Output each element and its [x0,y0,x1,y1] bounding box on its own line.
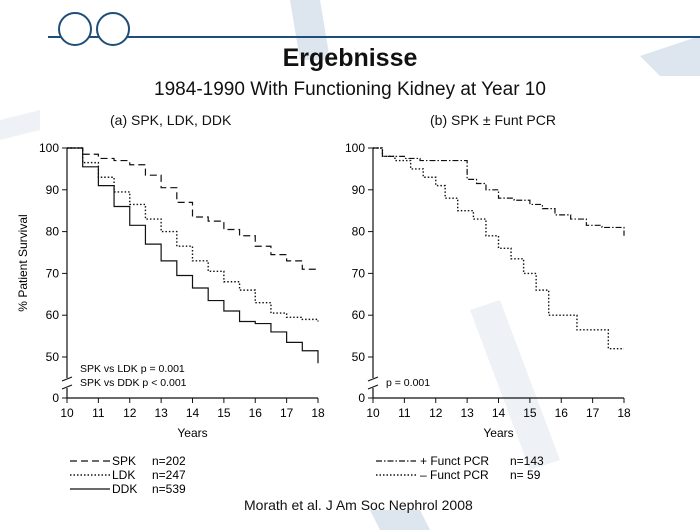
chart-a-x-tick-label: 17 [280,406,294,420]
chart-b-axis-break-mark [367,376,379,382]
chart-a-x-tick-label: 18 [311,406,325,420]
chart-b-x-tick-label: 10 [366,406,380,420]
chart-a-x-tick-label: 13 [154,406,168,420]
decor-stripe-mid [470,300,560,470]
decor-stripe-left [0,110,40,140]
chart-b-y-tick-label: 90 [352,183,366,197]
chart-a-legend-n: n=247 [152,468,186,482]
chart-b-legend-n: n=143 [510,454,544,468]
chart-b-legend-label: + Funct PCR [420,454,489,468]
chart-a-x-tick-label: 14 [186,406,200,420]
chart-a-y-tick-label: 80 [46,225,60,239]
chart-a-axis-break-mark [61,376,73,382]
header-rule [48,36,700,38]
decor-stripe-right [640,36,700,76]
chart-b-series-funct-pcr-line [373,147,624,350]
chart-a-y-axis-label: % Patient Survival [16,214,30,311]
decor-stripe-bottom [370,510,430,530]
slide-subtitle: 1984-1990 With Functioning Kidney at Yea… [154,79,546,100]
chart-b-x-tick-label: 18 [617,406,631,420]
chart-a-legend-label: SPK [112,454,136,468]
chart-b-y-tick-label: 50 [352,350,366,364]
chart-a-y-tick-label: 70 [46,266,60,280]
chart-b-y-tick-label: 100 [345,141,365,155]
chart-a-axis-break-mark [61,384,73,390]
chart-b-x-tick-label: 13 [460,406,474,420]
chart-b-y-tick-label: 0 [358,391,365,405]
chart-a-x-tick-label: 10 [60,406,74,420]
chart-b-x-tick-label: 11 [398,406,411,420]
slide-title: Ergebnisse [282,44,418,72]
chart-a-y-tick-label: 50 [46,350,60,364]
logo-circle-right [96,12,130,46]
chart-a-legend-n: n=539 [152,482,186,496]
chart-a-annotation: SPK vs DDK p < 0.001 [80,377,187,389]
chart-b-axis-break-mark [367,384,379,390]
chart-b-y-tick-label: 80 [352,225,366,239]
chart-a-x-tick-label: 12 [123,406,137,420]
chart-b-y-tick-label: 70 [352,266,366,280]
chart-a-series-ldk-line [67,147,319,322]
chart-b-legend-n: n= 59 [510,468,541,482]
chart-a-y-tick-label: 0 [52,391,59,405]
chart-b-annotation: p = 0.001 [386,377,430,389]
chart-a-x-axis-label: Years [177,426,207,440]
citation: Morath et al. J Am Soc Nephrol 2008 [244,497,473,513]
chart-b-x-tick-label: 15 [523,406,537,420]
chart-a-annotation: SPK vs LDK p = 0.001 [80,363,185,375]
chart-a-legend-label: LDK [112,468,135,482]
chart-a-x-tick-label: 16 [249,406,263,420]
chart-b-x-tick-label: 16 [555,406,569,420]
chart-b-series-funct-pcr-line [373,147,625,236]
chart-b-x-tick-label: 17 [586,406,600,420]
chart-a-x-tick-label: 15 [217,406,231,420]
chart-a-series-ddk-line [67,147,319,364]
logo-circle-left [58,12,92,46]
chart-a-x-tick-label: 11 [92,406,105,420]
chart-a-y-tick-label: 60 [46,308,60,322]
chart-a-y-tick-label: 100 [39,141,59,155]
chart-a-legend-label: DDK [112,482,137,496]
chart-a-y-tick-label: 90 [46,183,60,197]
chart-b-x-axis-label: Years [483,426,513,440]
chart-a-series-spk-line [67,147,318,270]
chart-b-legend-label: – Funct PCR [420,468,489,482]
chart-b-y-tick-label: 60 [352,308,366,322]
chart-b-x-tick-label: 14 [492,406,506,420]
chart-b-x-tick-label: 12 [429,406,443,420]
panel-a-title: (a) SPK, LDK, DDK [110,112,232,128]
chart-a-legend-n: n=202 [152,454,186,468]
panel-b-title: (b) SPK ± Funt PCR [430,112,556,128]
decor-stripe-top [290,0,330,60]
